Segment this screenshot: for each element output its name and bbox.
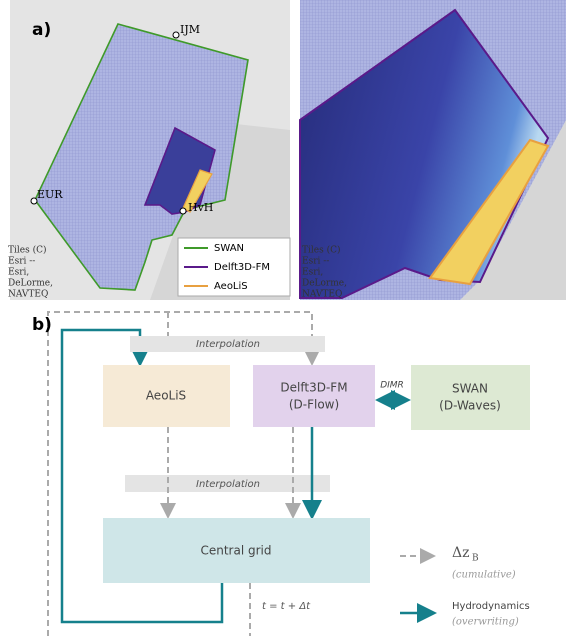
- box-label: (D-Flow): [289, 398, 339, 412]
- interpolation-label: Interpolation: [196, 479, 260, 490]
- legend-label: SWAN: [214, 243, 244, 254]
- attribution-line: Esri,: [8, 268, 29, 278]
- figure: IJM EUR HvH SWAN Delft3D-FM AeoLiS Tiles…: [0, 0, 576, 636]
- box-label: Delft3D-FM: [280, 381, 347, 395]
- attribution-line: Esri,: [302, 268, 323, 278]
- box-label: AeoLiS: [146, 389, 186, 403]
- right-map: Tiles (C)Esri --Esri,DeLorme,NAVTEQ: [300, 0, 566, 300]
- swan-box: [411, 365, 530, 430]
- legend: SWAN Delft3D-FM AeoLiS: [178, 238, 290, 296]
- place-label: HvH: [188, 201, 213, 214]
- legend-subscript: B: [472, 554, 479, 564]
- coupler-label: DIMR: [380, 381, 404, 391]
- place-marker: [173, 32, 179, 38]
- attribution-line: Tiles (C): [8, 245, 46, 256]
- left-map: IJM EUR HvH SWAN Delft3D-FM AeoLiS Tiles…: [8, 0, 290, 300]
- attribution-line: Tiles (C): [302, 245, 340, 256]
- attribution-line: NAVTEQ: [8, 290, 48, 300]
- box-label: (D-Waves): [439, 399, 501, 413]
- attribution-line: Esri --: [8, 257, 35, 267]
- legend-label: Hydrodynamics: [452, 601, 530, 612]
- box-label: Central grid: [200, 544, 271, 558]
- legend-note: (overwriting): [452, 617, 519, 628]
- place-marker: [180, 208, 186, 214]
- place-label: IJM: [180, 23, 200, 36]
- panel-label: a): [32, 20, 51, 40]
- attribution-line: Esri --: [302, 257, 329, 267]
- interpolation-label: Interpolation: [196, 339, 260, 350]
- legend-label: Δz: [452, 545, 470, 561]
- delft-box: [253, 365, 375, 427]
- box-label: SWAN: [452, 382, 488, 396]
- legend-note: (cumulative): [452, 570, 516, 581]
- legend-label: Delft3D-FM: [214, 262, 270, 273]
- attribution-line: DeLorme,: [8, 279, 53, 289]
- legend-label: AeoLiS: [214, 281, 248, 292]
- place-label: EUR: [37, 188, 63, 201]
- attribution-line: NAVTEQ: [302, 290, 342, 300]
- time-step: t = t + Δt: [262, 601, 311, 612]
- attribution-line: DeLorme,: [302, 279, 347, 289]
- flow-diagram: Interpolation AeoLiS Delft3D-FM (D-Flow)…: [32, 312, 530, 636]
- panel-label: b): [32, 315, 52, 335]
